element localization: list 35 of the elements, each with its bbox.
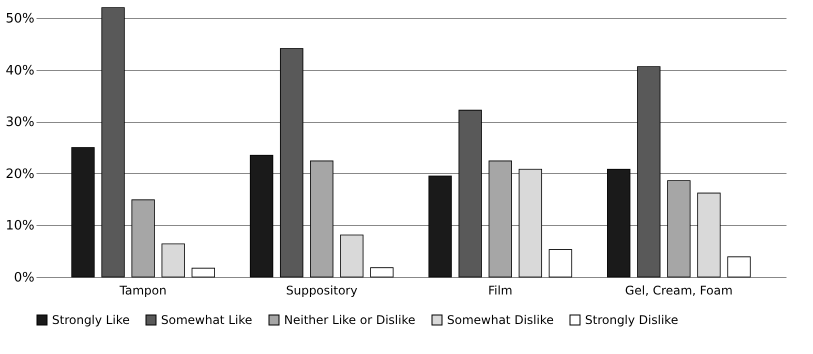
- bar: [162, 243, 185, 278]
- legend-label: Neither Like or Dislike: [284, 313, 416, 327]
- legend-label: Strongly Like: [52, 313, 130, 327]
- legend-label: Somewhat Dislike: [447, 313, 554, 327]
- bar: [458, 110, 482, 278]
- bar: [667, 180, 691, 278]
- legend-label: Somewhat Like: [161, 313, 252, 327]
- x-tick-label: Tampon: [118, 284, 167, 298]
- bar: [637, 66, 660, 278]
- y-tick-label: 10%: [6, 218, 34, 234]
- bar: [488, 160, 512, 278]
- bar: [697, 192, 721, 278]
- x-tick-label: Film: [488, 284, 512, 298]
- bar: [71, 147, 95, 278]
- bar: [428, 176, 452, 278]
- bar: [192, 268, 215, 278]
- y-tick-label: 50%: [6, 11, 34, 26]
- y-tick-label: 30%: [6, 115, 34, 130]
- bar: [131, 199, 155, 278]
- bar: [340, 234, 364, 278]
- y-tick-label: 0%: [14, 270, 34, 286]
- bar: [310, 160, 334, 278]
- bar: [518, 168, 542, 278]
- bar: [250, 154, 274, 278]
- legend-label: Strongly Dislike: [585, 313, 678, 327]
- bar: [727, 256, 751, 278]
- y-tick-label: 20%: [6, 166, 34, 182]
- bar: [607, 168, 630, 278]
- bar: [280, 48, 304, 278]
- y-tick-label: 40%: [6, 63, 34, 78]
- x-tick-label: Gel, Cream, Foam: [625, 284, 733, 298]
- bar: [101, 7, 125, 278]
- bar: [370, 267, 394, 278]
- x-tick-label: Suppository: [286, 284, 358, 298]
- bar: [548, 249, 572, 278]
